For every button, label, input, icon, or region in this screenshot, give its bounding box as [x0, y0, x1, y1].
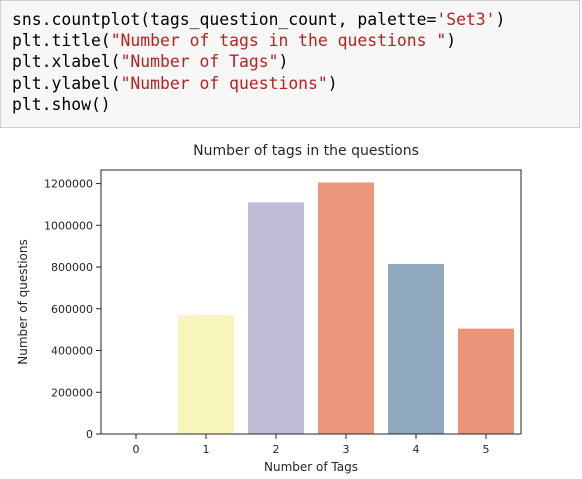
bar-3 — [318, 182, 374, 434]
code-string-token: "Number of questions" — [120, 73, 328, 93]
code-line: plt.show() — [12, 94, 505, 115]
code-token: plt.show() — [12, 94, 111, 114]
code-token: plt.title( — [12, 31, 111, 51]
code-line: plt.xlabel("Number of Tags") — [12, 51, 505, 72]
y-tick-label: 600000 — [51, 303, 93, 316]
x-tick-label: 1 — [203, 443, 210, 456]
code-line: plt.title("Number of tags in the questio… — [12, 30, 505, 51]
code-string-token: 'Set3' — [436, 10, 496, 29]
y-tick-label: 800000 — [51, 261, 93, 274]
x-tick-label: 3 — [343, 443, 350, 456]
code-line: plt.ylabel("Number of questions") — [12, 73, 505, 94]
bar-2 — [248, 202, 304, 434]
bars — [178, 182, 514, 434]
bar-4 — [388, 263, 444, 434]
x-tick-label: 2 — [273, 443, 280, 456]
code-cell[interactable]: sns.countplot(tags_question_count, palet… — [0, 0, 580, 128]
code-string-token: "Number of Tags" — [120, 52, 279, 72]
y-tick-label: 0 — [86, 428, 93, 441]
y-tick-label: 1000000 — [44, 219, 93, 232]
chart-title: Number of tags in the questions — [193, 143, 419, 159]
y-axis: 0 200000 400000 600000 800000 1000000 1200000 — [44, 178, 101, 441]
code-token: plt.xlabel( — [12, 52, 121, 72]
y-axis-label: Number of questions — [16, 239, 30, 365]
code-token: sns.countplot(tags_question_count, palet… — [12, 10, 437, 29]
bar-1 — [178, 315, 234, 434]
y-tick-label: 200000 — [51, 386, 93, 399]
x-axis: 0 1 2 3 4 5 — [133, 434, 490, 456]
x-tick-label: 4 — [413, 443, 420, 456]
code-token: ) — [495, 10, 506, 29]
y-tick-label: 400000 — [51, 345, 93, 358]
cell-output: Number of tags in the questions 0 200000 4… — [0, 128, 582, 479]
code-token: ) — [327, 73, 338, 93]
x-tick-label: 5 — [483, 443, 490, 456]
plot-frame — [100, 169, 522, 435]
x-axis-label: Number of Tags — [264, 460, 358, 474]
y-tick-label: 1200000 — [44, 178, 93, 191]
code-input[interactable]: sns.countplot(tags_question_count, palet… — [12, 9, 505, 115]
x-tick-label: 0 — [133, 443, 140, 456]
bar-chart: Number of tags in the questions 0 200000 4… — [16, 143, 522, 474]
bar-5 — [458, 328, 514, 434]
code-string-token: "Number of tags in the questions " — [110, 31, 447, 51]
code-line: sns.countplot(tags_question_count, palet… — [12, 9, 505, 30]
code-token: plt.ylabel( — [12, 73, 121, 93]
code-token: ) — [278, 52, 289, 72]
code-token: ) — [446, 31, 457, 51]
